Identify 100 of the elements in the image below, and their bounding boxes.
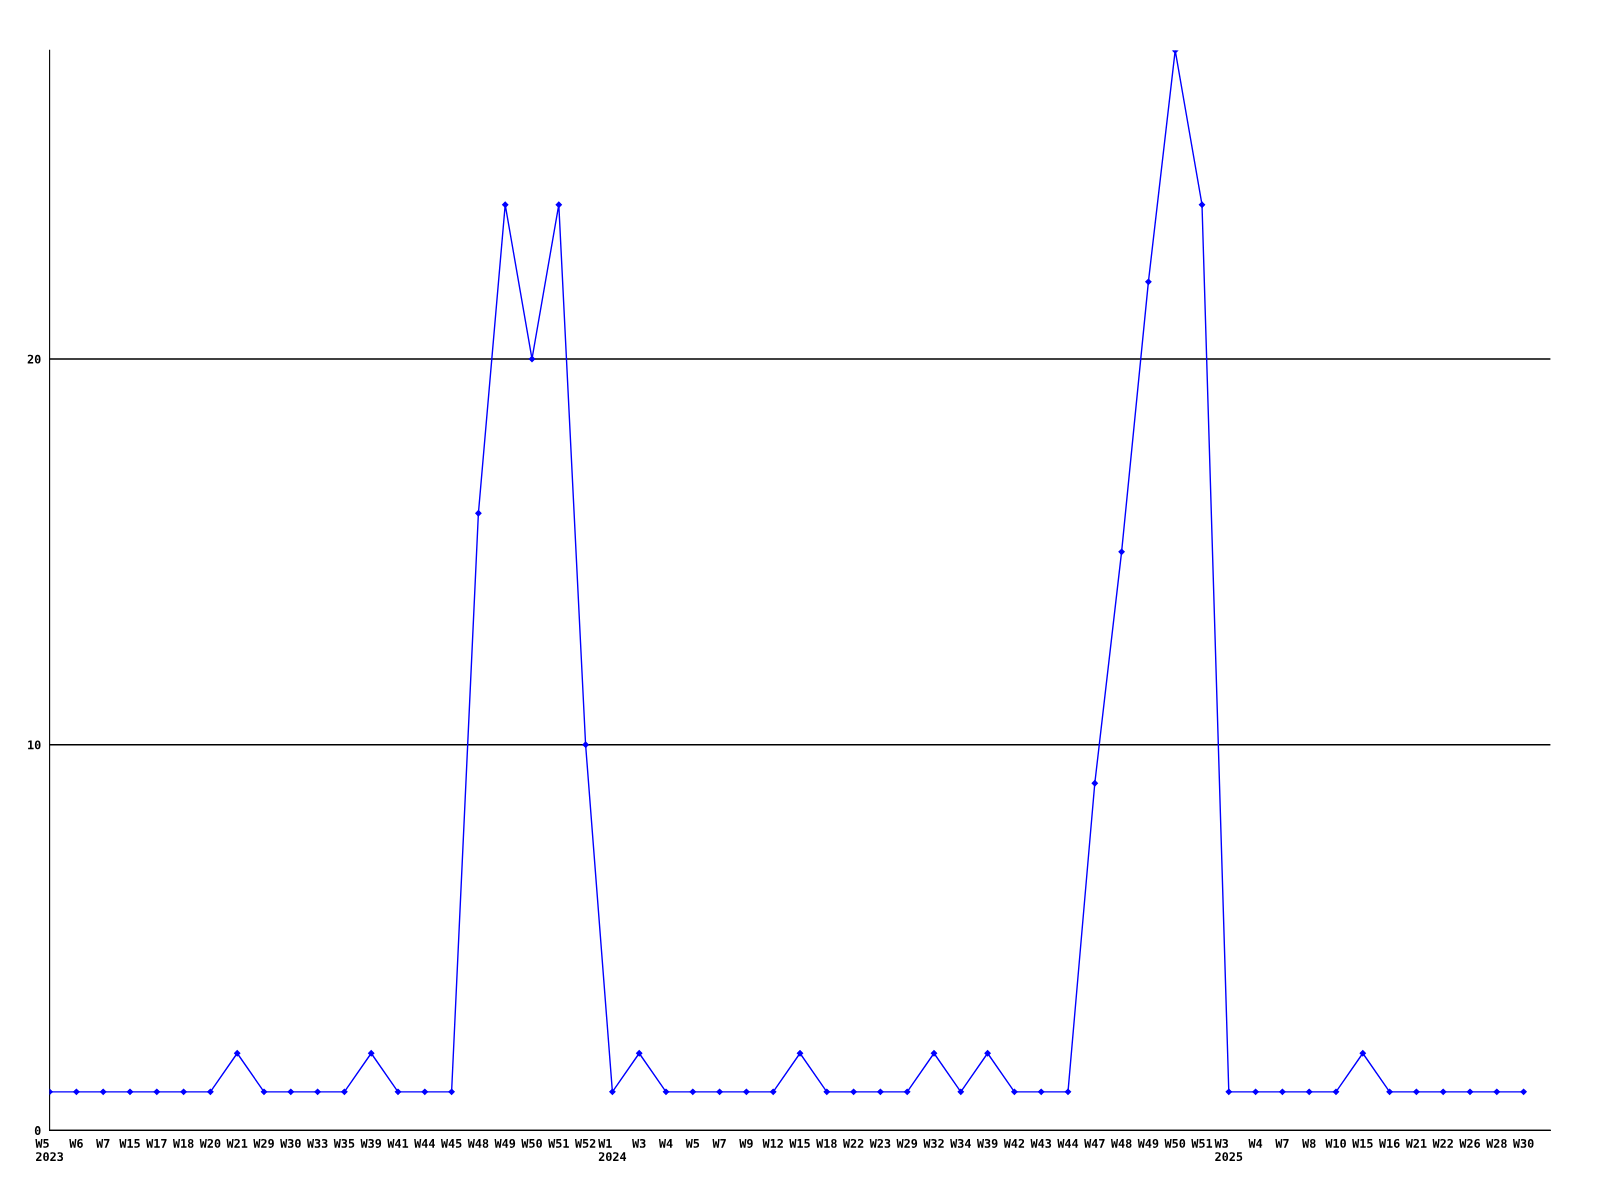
x-tick-label: W3	[632, 1138, 646, 1148]
point	[1011, 1088, 1018, 1095]
point	[1091, 780, 1098, 787]
point	[984, 1050, 991, 1057]
x-tick-label: W34	[950, 1138, 971, 1148]
point	[930, 1050, 938, 1057]
x-tick-label: W30	[280, 1138, 301, 1148]
point	[904, 1088, 911, 1095]
point	[555, 201, 562, 208]
y-tick-label: 20	[27, 354, 41, 364]
point	[636, 1050, 643, 1057]
point	[1306, 1088, 1313, 1095]
point	[287, 1088, 294, 1095]
point	[1198, 201, 1206, 208]
x-tick-label: W23	[869, 1138, 891, 1148]
x-tick-label: W7	[1275, 1139, 1289, 1148]
x-tick-label: W47	[1084, 1139, 1105, 1148]
point	[126, 1088, 134, 1095]
point	[1413, 1088, 1420, 1095]
point	[1225, 1088, 1232, 1095]
point	[1440, 1088, 1447, 1095]
x-tick-label: W44	[1057, 1139, 1079, 1148]
x-tick-label: W52	[574, 1138, 596, 1148]
point	[582, 741, 589, 748]
x-tick-label: W48	[1110, 1138, 1132, 1148]
x-tick-label: W18	[816, 1138, 837, 1148]
x-tick-label: W50	[521, 1138, 542, 1148]
x-tick-label: W15	[119, 1139, 140, 1148]
x-tick-label: W41	[387, 1139, 409, 1148]
x-tick-label: W5 2023	[35, 1139, 64, 1162]
point	[796, 1050, 804, 1057]
point	[528, 355, 536, 363]
point	[1332, 1088, 1340, 1095]
point	[1038, 1088, 1045, 1095]
x-tick-label: W29	[253, 1138, 274, 1148]
point	[609, 1088, 616, 1095]
point	[1145, 278, 1152, 285]
point	[314, 1088, 321, 1095]
x-tick-label: W7	[96, 1139, 110, 1148]
x-tick-label: W39	[360, 1138, 382, 1148]
x-tick-label: W4	[658, 1139, 673, 1148]
point	[100, 1088, 107, 1095]
point	[1466, 1088, 1474, 1095]
point	[260, 1088, 268, 1095]
point	[394, 1088, 402, 1095]
x-tick-label: W22	[842, 1138, 864, 1148]
x-tick-label: W15	[1352, 1139, 1373, 1148]
x-tick-label: W12	[762, 1138, 783, 1148]
x-tick-label: W22	[1432, 1138, 1453, 1148]
x-tick-label: W1 2024	[598, 1139, 627, 1162]
point	[368, 1050, 375, 1057]
x-tick-label: W32	[923, 1138, 944, 1148]
x-tick-label: W17	[146, 1139, 167, 1148]
x-tick-label: W39	[976, 1138, 998, 1148]
point	[207, 1088, 214, 1095]
point	[421, 1088, 428, 1095]
x-tick-label: W5	[685, 1139, 700, 1148]
y-tick-label: 10	[28, 740, 41, 750]
x-tick-label: W51	[548, 1139, 569, 1148]
x-tick-label: W48	[467, 1138, 489, 1148]
x-tick-label: W7	[712, 1139, 726, 1148]
point	[234, 1050, 241, 1057]
x-tick-label: W6	[69, 1138, 83, 1148]
point	[1386, 1088, 1393, 1095]
x-tick-label: W9	[739, 1139, 753, 1148]
point	[770, 1088, 777, 1095]
x-tick-label: W49	[1137, 1139, 1159, 1148]
point	[689, 1088, 696, 1095]
x-tick-label: W45	[440, 1139, 462, 1148]
point	[73, 1088, 80, 1095]
x-tick-label: W43	[1030, 1138, 1052, 1148]
x-tick-label: W4	[1248, 1139, 1263, 1148]
y-tick-label: 0	[34, 1126, 41, 1136]
point	[877, 1088, 884, 1095]
point	[850, 1088, 857, 1095]
point	[502, 201, 509, 208]
point	[1064, 1088, 1072, 1095]
x-tick-label: W26	[1459, 1138, 1481, 1148]
x-tick-label: W51	[1191, 1139, 1213, 1148]
x-tick-label: W20	[199, 1138, 221, 1148]
x-tick-label: W50	[1164, 1138, 1186, 1148]
point	[341, 1088, 348, 1095]
point	[153, 1088, 160, 1095]
x-tick-label: W8	[1302, 1138, 1316, 1148]
x-tick-label: W18	[172, 1138, 194, 1148]
x-tick-label: W49	[494, 1139, 516, 1148]
x-tick-label: W16	[1378, 1138, 1400, 1148]
x-tick-label: W35	[333, 1138, 355, 1148]
point	[716, 1088, 723, 1095]
point	[957, 1088, 964, 1095]
x-tick-label: W3 2025	[1214, 1138, 1243, 1162]
point	[180, 1088, 187, 1095]
point	[1118, 548, 1125, 555]
point	[662, 1088, 670, 1095]
x-tick-label: W42	[1003, 1138, 1025, 1148]
point	[1279, 1088, 1286, 1095]
x-tick-label: W10	[1325, 1138, 1346, 1148]
x-tick-label: W30	[1512, 1138, 1534, 1148]
x-tick-label: W28	[1486, 1138, 1507, 1148]
x-tick-label: W33	[306, 1138, 328, 1148]
